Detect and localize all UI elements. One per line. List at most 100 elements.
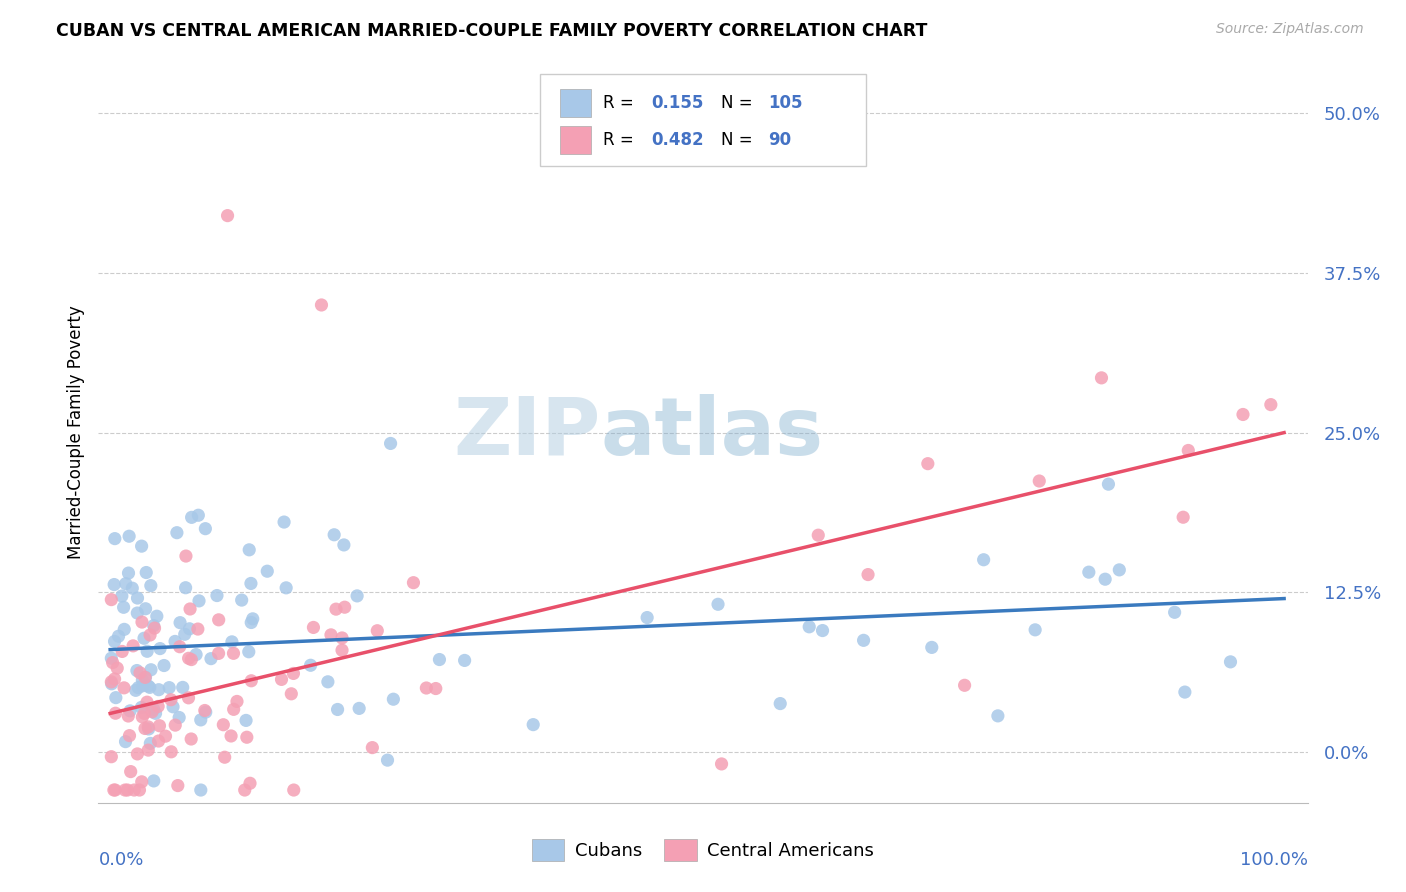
Point xyxy=(917,457,939,471)
Point xyxy=(236,731,259,745)
Point xyxy=(172,681,194,695)
FancyBboxPatch shape xyxy=(561,89,591,117)
Text: 0.155: 0.155 xyxy=(651,95,703,112)
Point xyxy=(453,653,475,667)
Point xyxy=(112,681,135,695)
Point xyxy=(148,682,170,697)
Point xyxy=(233,783,256,797)
Point xyxy=(710,756,733,771)
Point xyxy=(380,436,402,450)
Point xyxy=(139,736,162,750)
Point xyxy=(1094,572,1116,586)
Point xyxy=(104,672,127,686)
Point xyxy=(122,639,145,653)
Text: 105: 105 xyxy=(768,95,803,112)
Point xyxy=(104,706,127,721)
Point xyxy=(402,575,425,590)
Point xyxy=(316,674,339,689)
Point xyxy=(177,690,200,705)
Point xyxy=(212,717,235,731)
Point xyxy=(1097,477,1119,491)
Point xyxy=(127,591,149,605)
Point xyxy=(242,612,264,626)
Point xyxy=(1108,563,1130,577)
Point xyxy=(162,699,184,714)
Point xyxy=(114,783,136,797)
Point xyxy=(299,658,322,673)
Point xyxy=(132,679,155,693)
Point xyxy=(187,508,209,523)
Point xyxy=(856,567,879,582)
Point xyxy=(636,610,658,624)
Point xyxy=(127,606,149,620)
Point xyxy=(100,677,122,691)
Text: R =: R = xyxy=(603,131,638,149)
Point xyxy=(346,589,368,603)
Point xyxy=(256,564,278,578)
Point xyxy=(103,783,125,797)
Text: N =: N = xyxy=(721,131,758,149)
Point xyxy=(325,602,347,616)
Text: Source: ZipAtlas.com: Source: ZipAtlas.com xyxy=(1216,22,1364,37)
Point xyxy=(769,697,792,711)
Point xyxy=(100,592,122,607)
Point xyxy=(104,690,127,705)
Text: 0.482: 0.482 xyxy=(651,131,703,149)
Point xyxy=(167,710,190,724)
Point xyxy=(117,709,139,723)
Point xyxy=(118,729,141,743)
Point xyxy=(180,510,202,524)
Point xyxy=(179,602,201,616)
Point xyxy=(987,709,1010,723)
Point xyxy=(135,566,157,580)
Point xyxy=(101,656,124,670)
Point xyxy=(1177,443,1199,458)
Point xyxy=(142,773,165,788)
Point xyxy=(174,581,197,595)
Point xyxy=(117,566,139,580)
Point xyxy=(361,740,384,755)
Point xyxy=(160,745,183,759)
Text: R =: R = xyxy=(603,95,638,112)
Point xyxy=(283,666,305,681)
Point xyxy=(112,600,135,615)
Point xyxy=(226,694,249,708)
Point xyxy=(333,600,356,615)
Point xyxy=(214,750,236,764)
Point xyxy=(1173,510,1195,524)
Point xyxy=(311,298,333,312)
Point xyxy=(1219,655,1241,669)
Point xyxy=(222,702,245,716)
Point xyxy=(852,633,875,648)
Point xyxy=(139,579,162,593)
Point xyxy=(165,634,187,648)
Point xyxy=(134,670,156,684)
Point xyxy=(1163,605,1185,619)
Text: 100.0%: 100.0% xyxy=(1240,851,1308,869)
Point xyxy=(128,783,150,797)
Point xyxy=(429,652,451,666)
Point xyxy=(117,783,139,797)
Point xyxy=(799,620,821,634)
Point xyxy=(149,641,172,656)
Point xyxy=(273,515,295,529)
Point xyxy=(973,553,995,567)
Point xyxy=(153,658,176,673)
Point xyxy=(112,623,135,637)
Point xyxy=(190,783,212,797)
Legend: Cubans, Central Americans: Cubans, Central Americans xyxy=(524,831,882,868)
Point xyxy=(122,783,145,797)
Text: 90: 90 xyxy=(768,131,792,149)
Point xyxy=(145,706,167,721)
Point xyxy=(222,646,245,660)
Point xyxy=(207,647,229,661)
Point xyxy=(138,722,160,736)
Point xyxy=(169,640,191,654)
Point xyxy=(146,699,169,714)
Point xyxy=(148,734,170,748)
Point xyxy=(921,640,943,655)
Point xyxy=(330,643,353,657)
Point xyxy=(187,622,209,636)
Point xyxy=(180,652,202,666)
Point xyxy=(142,702,165,716)
